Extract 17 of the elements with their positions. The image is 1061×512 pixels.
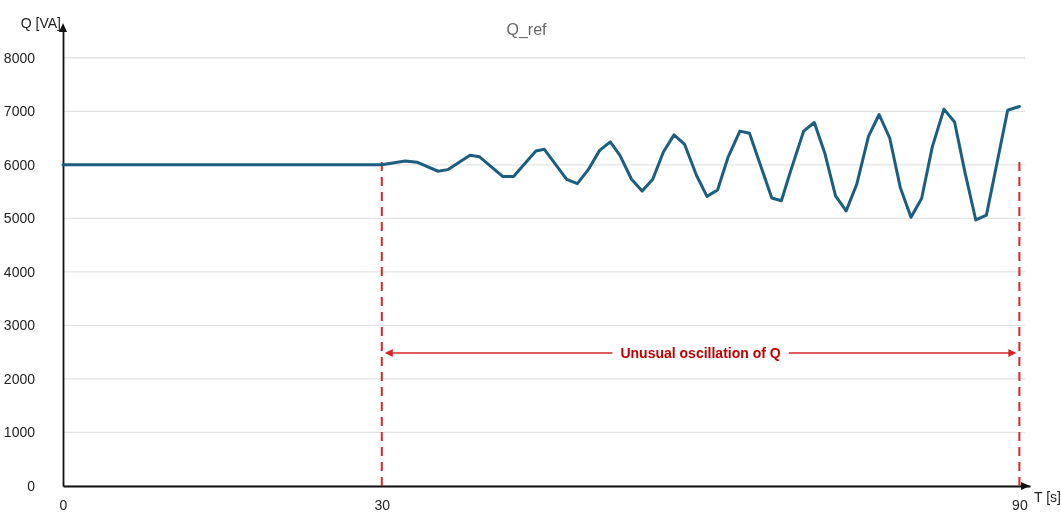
y-tick-label: 4000 — [3, 263, 36, 280]
y-tick-label: 8000 — [3, 49, 36, 66]
x-tick-label: 30 — [374, 496, 391, 512]
y-tick-label: 7000 — [3, 103, 36, 120]
x-tick-label: 90 — [1012, 496, 1028, 512]
y-tick-label: 5000 — [3, 210, 36, 227]
y-tick-label: 3000 — [3, 317, 36, 334]
x-axis-title: T [s] — [1034, 489, 1061, 505]
chart-title: Q_ref — [506, 21, 548, 39]
x-tick-label: 0 — [59, 496, 68, 512]
y-tick-label: 1000 — [3, 424, 36, 441]
y-tick-label: 6000 — [3, 156, 36, 173]
line-series — [61, 104, 1021, 222]
y-axis-title: Q [VA] — [20, 15, 61, 31]
y-tick-label: 2000 — [3, 370, 36, 387]
annotation: Unusual oscillation of Q — [620, 345, 781, 361]
y-tick-label: 0 — [27, 477, 36, 494]
